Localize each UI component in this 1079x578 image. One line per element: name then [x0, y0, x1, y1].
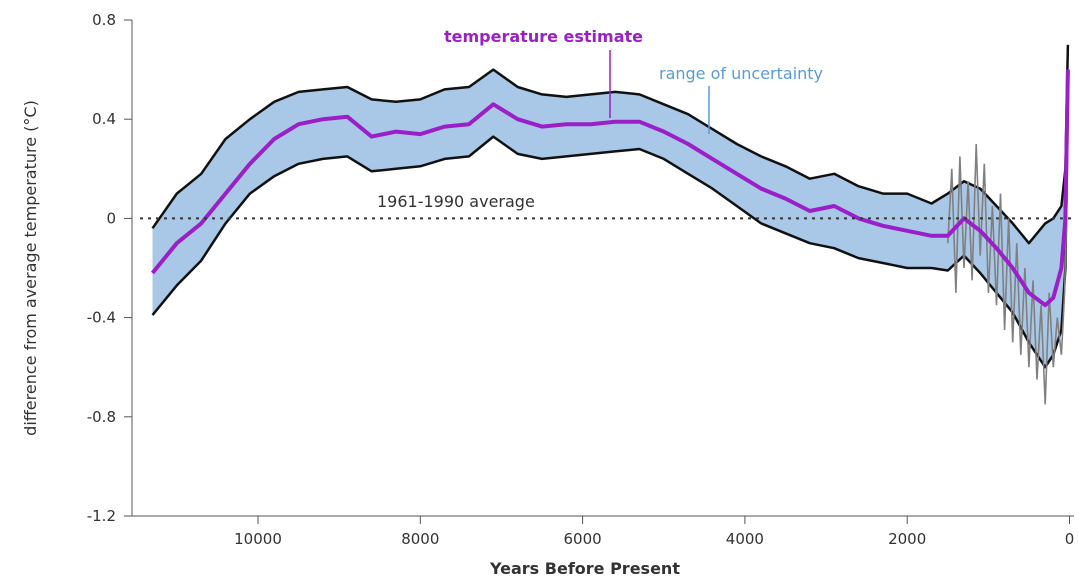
uncertainty-band-layer: [151, 44, 1070, 369]
y-tick-label: 0.8: [92, 11, 116, 29]
x-tick-label: 2000: [888, 530, 926, 548]
reference-line-label: 1961-1990 average: [377, 192, 535, 211]
y-tick-label: -0.4: [87, 309, 116, 327]
uncertainty-band: [152, 44, 1068, 368]
estimate-annotation: temperature estimate: [444, 27, 643, 46]
y-tick-label: -1.2: [87, 507, 116, 525]
uncertainty-annotation: range of uncertainty: [659, 64, 823, 83]
y-tick-label: 0: [106, 209, 116, 227]
y-tick-label: -0.8: [87, 408, 116, 426]
x-axis-title: Years Before Present: [489, 559, 680, 578]
recent-series-line: [947, 143, 1068, 405]
uncertainty-lower-line: [151, 94, 1070, 369]
y-axis-title: difference from average temperature (°C): [21, 100, 40, 436]
x-tick-label: 10000: [234, 530, 282, 548]
x-tick-label: 6000: [564, 530, 602, 548]
estimate-layer: [150, 69, 1070, 308]
recent-series-layer: [947, 143, 1068, 405]
temperature-estimate-line: [150, 69, 1070, 308]
y-tick-label: 0.4: [92, 110, 116, 128]
ticks-layer: 0.8 0.4 0 -0.4 -0.8 -1.2 10000 8000 6000 4000 2000…: [87, 11, 1075, 548]
axes-layer: [131, 20, 1074, 517]
x-tick-label: 4000: [726, 530, 764, 548]
x-tick-label: 8000: [401, 530, 439, 548]
x-tick-label: 0: [1065, 530, 1075, 548]
uncertainty-upper-line: [151, 44, 1070, 245]
